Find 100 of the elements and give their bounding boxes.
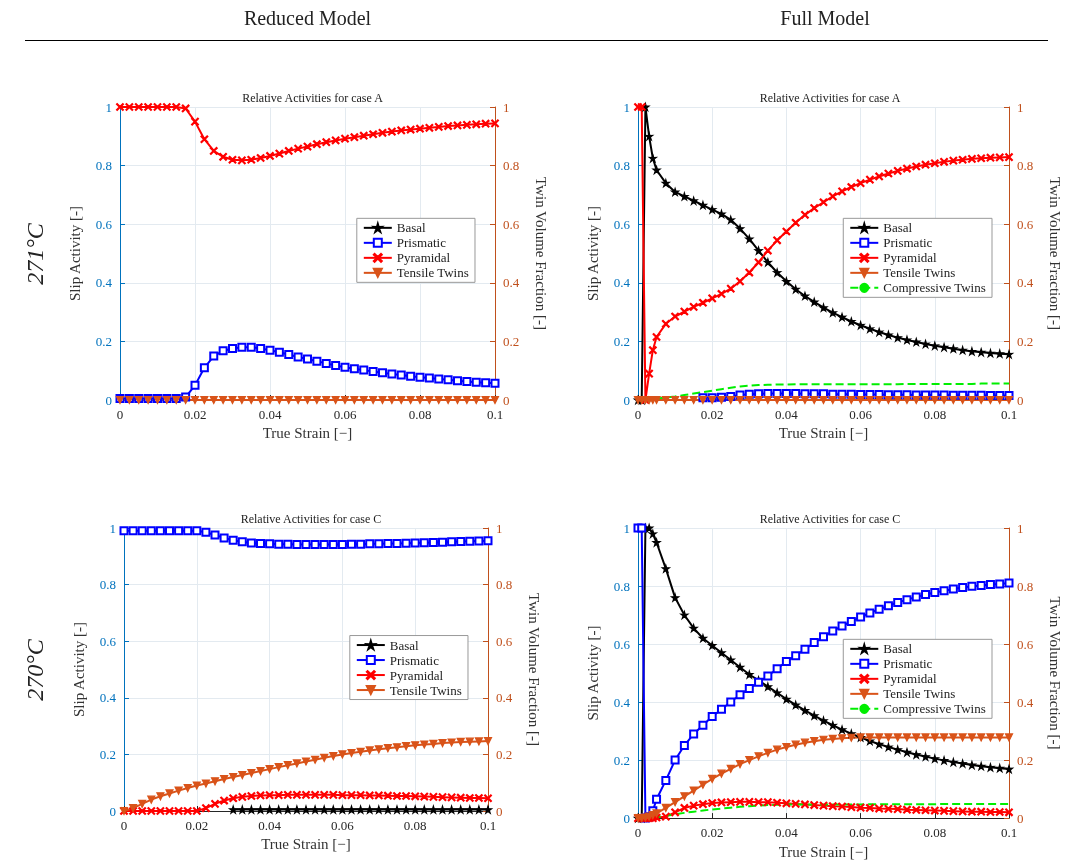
legend-label: Pyramidal — [389, 667, 444, 683]
legend-label: Basal — [883, 641, 913, 657]
y2-tick-label: 0.8 — [1017, 158, 1034, 174]
y-tick-label: 0.4 — [613, 694, 631, 710]
y2-tick-label: 1 — [503, 99, 510, 115]
y2-tick-label: 0.2 — [503, 333, 520, 349]
y2-tick-label: 0.4 — [503, 275, 520, 291]
y2-tick-label: 0.8 — [503, 158, 520, 174]
y-tick-label: 0.2 — [95, 333, 112, 349]
legend-label: Pyramidal — [883, 250, 938, 266]
y2-axis-title: Twin Volume Fraction [-] — [1046, 596, 1063, 750]
y-tick-label: 1 — [623, 520, 630, 536]
x-tick-label: 0.08 — [408, 407, 432, 422]
legend-label: Tensile Twins — [389, 682, 462, 698]
y-axis-title: Slip Activity [-] — [584, 206, 601, 301]
x-tick-label: 0.02 — [185, 818, 209, 833]
y2-tick-label: 0.6 — [1017, 636, 1034, 652]
y-tick-label: 0.4 — [613, 275, 631, 291]
y2-tick-label: 0 — [496, 803, 503, 819]
y2-tick-label: 0.8 — [1017, 578, 1034, 594]
legend-label: Tensile Twins — [883, 265, 956, 281]
x-tick-label: 0.06 — [849, 825, 873, 841]
y-tick-label: 0.8 — [613, 578, 630, 594]
text: 271°C — [21, 222, 49, 285]
y-axis-title: Slip Activity [-] — [66, 206, 83, 301]
legend-label: Prismatic — [883, 235, 933, 251]
legend-label: Basal — [396, 220, 427, 236]
legend-label: Compressive Twins — [883, 701, 986, 717]
text: Reduced Model — [243, 7, 372, 30]
x-axis-title: True Strain [−] — [262, 425, 353, 442]
y2-tick-label: 1 — [1017, 520, 1024, 536]
x-tick-label: 0.04 — [258, 818, 282, 833]
y-tick-label: 0.6 — [95, 216, 113, 232]
x-axis-title: True Strain [−] — [261, 836, 351, 853]
y2-tick-label: 0.2 — [1017, 752, 1034, 768]
chart-title: Relative Activities for case C — [240, 512, 382, 526]
y-tick-label: 0.6 — [613, 636, 631, 652]
y-axis-title: Slip Activity [-] — [70, 622, 87, 717]
x-tick-label: 0.1 — [1000, 825, 1018, 841]
legend-label: Tensile Twins — [883, 686, 956, 702]
x-tick-label: 0.1 — [479, 818, 497, 833]
legend-label: Prismatic — [883, 656, 933, 672]
x-tick-label: 0.04 — [258, 407, 282, 422]
x-tick-label: 0.08 — [923, 407, 947, 422]
y-tick-label: 1 — [109, 520, 116, 536]
x-tick-label: 0.08 — [403, 818, 427, 833]
y2-tick-label: 0 — [503, 392, 510, 408]
y-tick-label: 0 — [105, 392, 112, 408]
y2-tick-label: 0.8 — [496, 577, 513, 593]
legend-label: Prismatic — [396, 235, 447, 251]
text: 270°C — [21, 638, 49, 701]
y2-axis-title: Twin Volume Fraction [-] — [1046, 177, 1063, 330]
y-axis-title: Slip Activity [-] — [584, 625, 601, 721]
y2-tick-label: 0.4 — [496, 690, 513, 706]
x-tick-label: 0 — [634, 407, 642, 422]
x-tick-label: 0.1 — [486, 407, 504, 422]
x-tick-label: 0.02 — [700, 825, 724, 841]
y2-axis-title: Twin Volume Fraction [-] — [525, 593, 542, 746]
y-tick-label: 1 — [623, 99, 630, 115]
y-tick-label: 0.2 — [99, 746, 116, 762]
legend-label: Basal — [389, 637, 420, 653]
y2-tick-label: 0.6 — [503, 216, 520, 232]
y2-tick-label: 0.4 — [1017, 694, 1034, 710]
chart-title: Relative Activities for case A — [759, 91, 901, 105]
y-tick-label: 0.4 — [99, 690, 117, 706]
x-tick-label: 0.1 — [1000, 407, 1018, 422]
x-tick-label: 0.06 — [333, 407, 357, 422]
y-tick-label: 0 — [623, 392, 630, 408]
legend-label: Pyramidal — [396, 250, 451, 266]
x-tick-label: 0.02 — [700, 407, 724, 422]
y2-axis-title: Twin Volume Fraction [-] — [532, 177, 549, 330]
y2-tick-label: 0.6 — [1017, 216, 1034, 232]
y-tick-label: 0.2 — [613, 752, 630, 768]
y-tick-label: 0.8 — [95, 158, 112, 174]
chart-title: Relative Activities for case A — [242, 91, 384, 105]
legend-label: Basal — [883, 220, 913, 236]
y-tick-label: 0.4 — [95, 275, 113, 291]
legend-label: Pyramidal — [883, 671, 938, 687]
x-tick-label: 0.02 — [183, 407, 207, 422]
x-tick-label: 0 — [634, 825, 642, 841]
x-tick-label: 0.06 — [331, 818, 355, 833]
legend-label: Prismatic — [389, 652, 440, 668]
chart-title: Relative Activities for case C — [759, 512, 901, 526]
y-tick-label: 1 — [105, 99, 112, 115]
y-tick-label: 0.8 — [613, 158, 630, 174]
y2-tick-label: 0 — [1017, 392, 1024, 408]
legend-label: Tensile Twins — [396, 265, 469, 281]
x-tick-label: 0.06 — [849, 407, 873, 422]
y-tick-label: 0 — [109, 803, 116, 819]
legend-label: Compressive Twins — [883, 280, 986, 296]
y-tick-label: 0.8 — [99, 577, 116, 593]
y2-tick-label: 1 — [496, 520, 503, 536]
x-axis-title: True Strain [−] — [778, 425, 869, 442]
y2-tick-label: 0.4 — [1017, 275, 1034, 291]
y2-tick-label: 0.6 — [496, 633, 513, 649]
x-tick-label: 0.04 — [775, 825, 799, 841]
x-tick-label: 0 — [120, 818, 128, 833]
y2-tick-label: 0.2 — [1017, 333, 1034, 349]
x-tick-label: 0.04 — [775, 407, 799, 422]
x-axis-title: True Strain [−] — [778, 843, 869, 860]
